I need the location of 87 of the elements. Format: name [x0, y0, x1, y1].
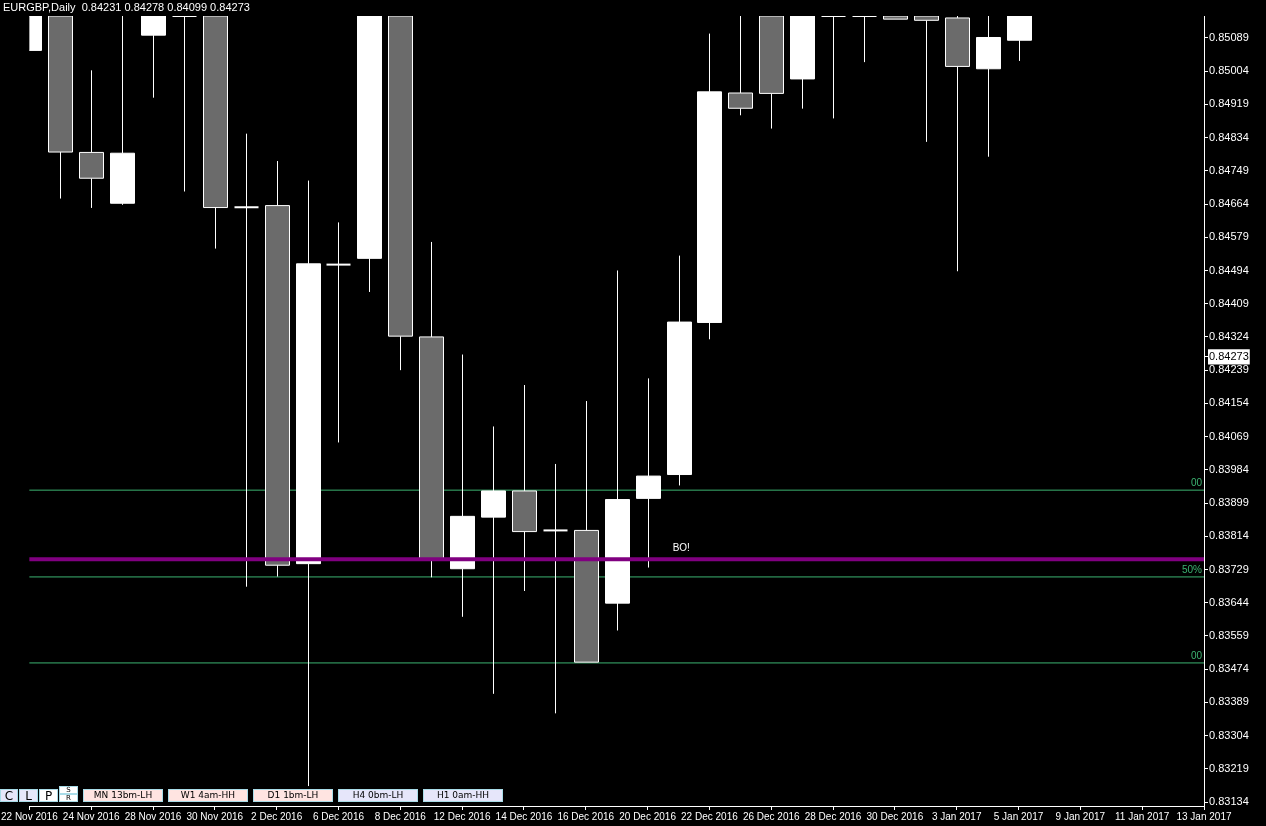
candlestick: [821, 16, 846, 119]
candlestick: [914, 16, 939, 143]
y-tick-label: 0.84494: [1209, 263, 1249, 276]
candlestick: [945, 16, 970, 272]
y-tick-label: 0.83304: [1209, 728, 1249, 741]
candlestick: [790, 16, 815, 110]
y-tick-label: 0.83389: [1209, 695, 1249, 708]
button: W1 4am-HH: [168, 789, 248, 802]
x-tick-label: 16 Dec 2016: [557, 810, 615, 822]
x-tick-label: 6 Dec 2016: [312, 810, 365, 822]
y-tick-label: 0.84409: [1209, 296, 1249, 309]
candlestick: [79, 69, 104, 209]
candlestick: [326, 221, 351, 443]
y-tick-label: 0.84749: [1209, 163, 1249, 176]
y-tick-label: 0.83984: [1209, 462, 1249, 475]
candlestick: [110, 16, 135, 206]
button: P: [39, 789, 58, 802]
candlestick: [697, 33, 722, 340]
candlestick: [419, 241, 444, 578]
candlestick: [605, 269, 630, 631]
x-tick-label: 30 Nov 2016: [186, 810, 244, 822]
button: D1 1bm-LH: [253, 789, 333, 802]
y-tick-label: 0.85004: [1209, 64, 1249, 77]
y-tick-label: 0.84069: [1209, 429, 1249, 442]
y-tick-label: 0.84579: [1209, 230, 1249, 243]
candlestick: [296, 180, 321, 787]
y-tick-label: 0.83899: [1209, 496, 1249, 509]
y-tick-label: 0.84273: [1209, 349, 1249, 362]
x-tick-label: 12 Dec 2016: [433, 810, 491, 822]
annotation: 50%: [1181, 563, 1203, 575]
candlestick: [48, 16, 73, 200]
x-tick-label: 28 Dec 2016: [804, 810, 862, 822]
candlestick: [481, 425, 506, 695]
candlestick: [574, 400, 599, 663]
annotation: 00: [1190, 649, 1203, 661]
x-tick-label: 14 Dec 2016: [495, 810, 553, 822]
chart-title: EURGBP,Daily 0.84231 0.84278 0.84099 0.84273: [3, 1, 250, 13]
y-tick-label: 0.83134: [1209, 795, 1249, 808]
candlestick: [141, 16, 166, 99]
y-tick-label: 0.83729: [1209, 562, 1249, 575]
x-tick-label: 13 Jan 2017: [1176, 810, 1232, 822]
y-tick-label: 0.83644: [1209, 595, 1249, 608]
y-tick-label: 0.84239: [1209, 363, 1249, 376]
x-tick-label: 9 Jan 2017: [1055, 810, 1106, 822]
x-tick-label: 22 Dec 2016: [681, 810, 739, 822]
x-tick-label: 26 Dec 2016: [742, 810, 801, 822]
y-tick-label: 0.83814: [1209, 529, 1249, 542]
x-tick-label: 20 Dec 2016: [619, 810, 677, 822]
y-tick-label: 0.84324: [1209, 329, 1249, 342]
candlestick: [667, 255, 692, 486]
button: L: [19, 789, 38, 802]
candlestick: [234, 133, 259, 588]
x-tick-label: 24 Nov 2016: [62, 810, 120, 822]
button: H1 0am-HH: [423, 789, 503, 802]
candlestick: [543, 463, 568, 714]
y-tick-label: 0.83474: [1209, 662, 1249, 675]
candlestick: [512, 384, 537, 592]
candlestick: [388, 16, 413, 371]
y-tick-label: 0.84919: [1209, 97, 1249, 110]
x-tick-label: 2 Dec 2016: [251, 810, 303, 822]
button: H4 0bm-LH: [338, 789, 418, 802]
candlestick: [976, 16, 1001, 158]
x-tick-label: 22 Nov 2016: [1, 810, 59, 822]
y-tick-label: 0.84834: [1209, 130, 1249, 143]
candlestick: [1007, 16, 1032, 62]
candlestick: [203, 16, 228, 250]
x-tick-label: 8 Dec 2016: [374, 810, 427, 822]
y-tick-label: 0.83559: [1209, 628, 1249, 641]
candlestick: [357, 16, 382, 293]
button: C: [0, 789, 18, 802]
x-tick-label: 28 Nov 2016: [124, 810, 182, 822]
x-tick-label: 11 Jan 2017: [1115, 810, 1170, 822]
candlestick: [172, 16, 197, 193]
candlestick: [636, 377, 661, 569]
y-tick-label: 0.83219: [1209, 761, 1249, 774]
annotation: BO!: [672, 542, 690, 554]
candlestick: [759, 16, 784, 130]
annotation: 00: [1190, 476, 1203, 488]
y-tick-label: 0.84664: [1209, 197, 1249, 210]
y-tick-label: 0.84154: [1209, 396, 1249, 409]
candlestick: [852, 16, 877, 63]
candlestick: [265, 160, 290, 578]
x-tick-label: 5 Jan 2017: [993, 810, 1044, 822]
y-tick-label: 0.85089: [1209, 30, 1249, 43]
x-tick-label: 3 Jan 2017: [931, 810, 982, 822]
button: MN 13bm-LH: [83, 789, 163, 802]
x-tick-label: 30 Dec 2016: [866, 810, 924, 822]
